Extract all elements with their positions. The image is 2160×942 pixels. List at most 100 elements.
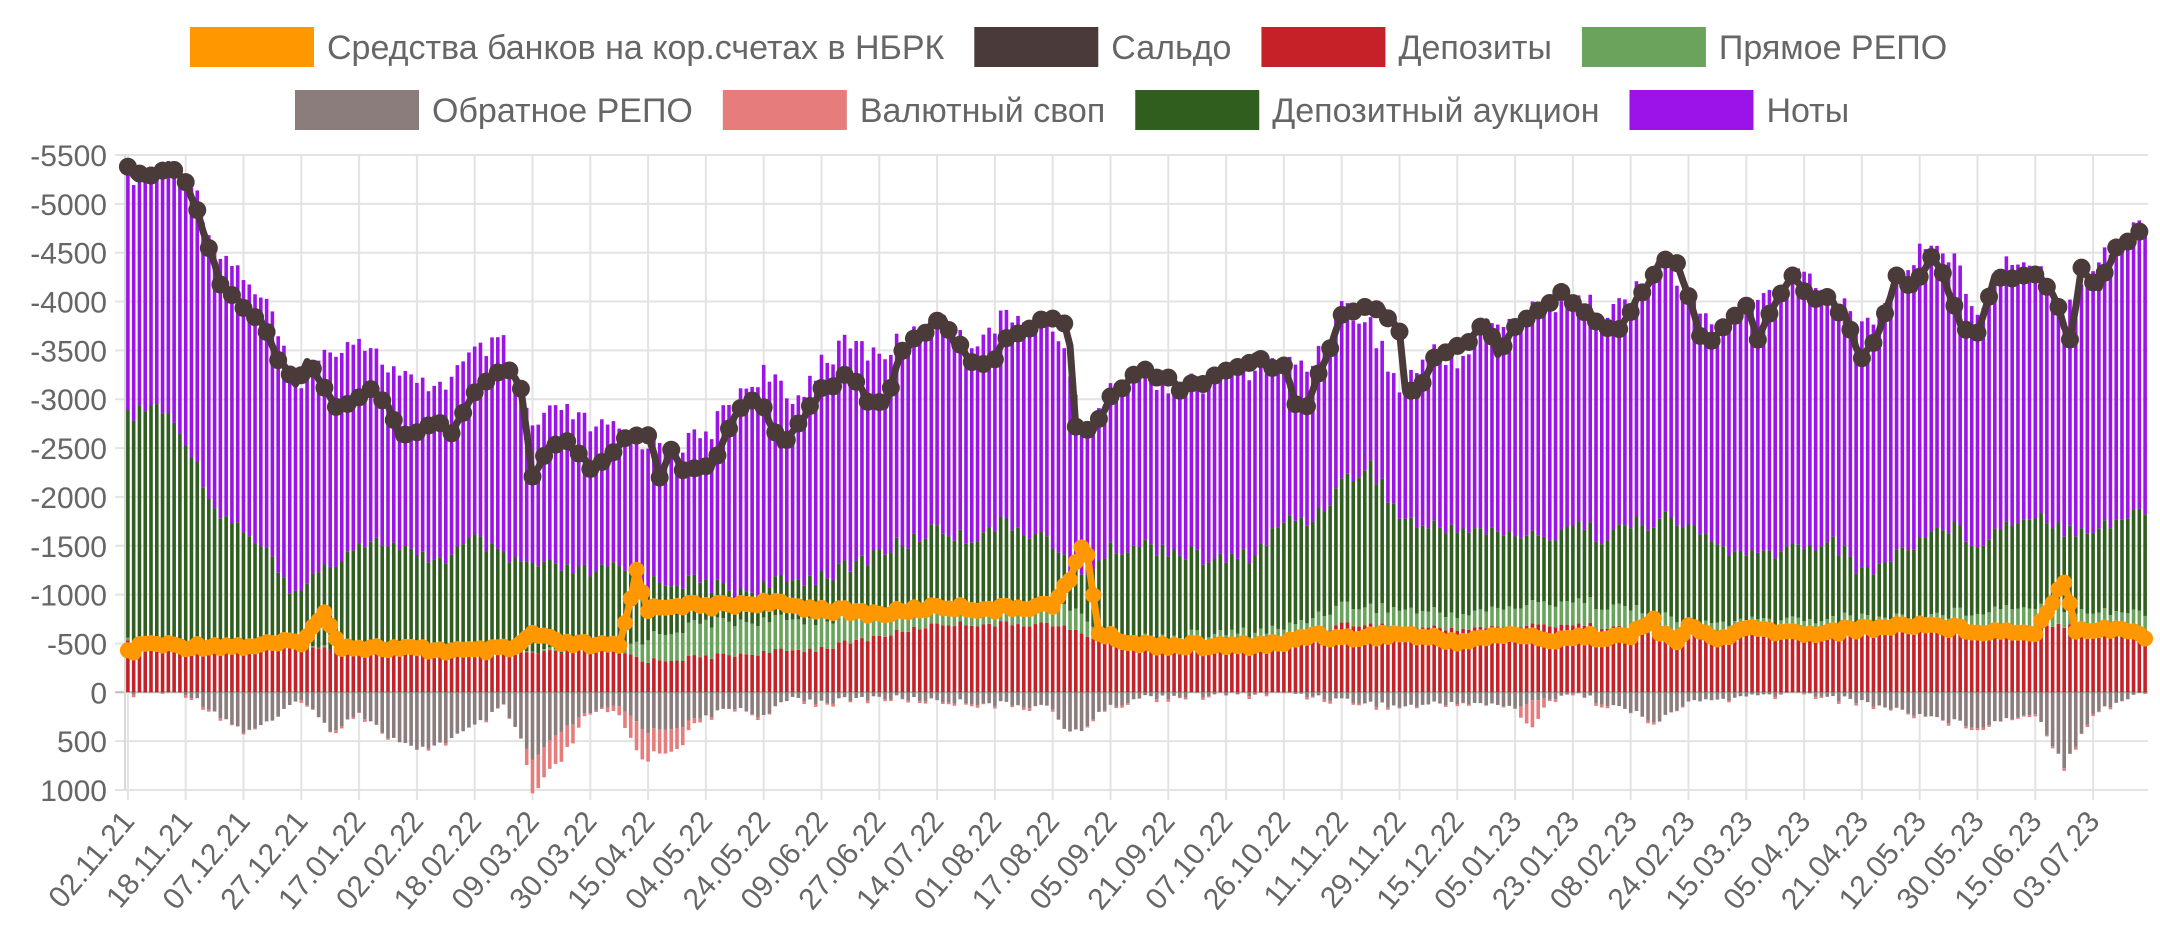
bar	[501, 692, 506, 705]
bar	[571, 692, 575, 725]
bar	[1738, 630, 1743, 693]
bar	[692, 655, 697, 693]
bar	[1495, 607, 1500, 627]
bar	[1045, 692, 1049, 706]
bar	[941, 702, 945, 704]
bar	[1085, 726, 1090, 728]
bar	[628, 643, 633, 655]
bar	[548, 692, 552, 741]
bar	[617, 428, 621, 567]
bar	[1617, 625, 1621, 693]
data-point	[1679, 287, 1698, 306]
bar	[1946, 262, 1951, 534]
bar	[2045, 692, 2049, 735]
bar	[1062, 692, 1067, 729]
bar	[1871, 574, 1876, 622]
bar	[709, 658, 714, 693]
bar	[761, 692, 766, 716]
bar	[1663, 692, 1668, 715]
bar	[704, 655, 708, 693]
bar	[1079, 633, 1084, 693]
bar	[270, 692, 275, 721]
bar	[1715, 632, 1720, 693]
bar	[2108, 629, 2113, 693]
bar	[241, 532, 246, 649]
bar	[2050, 692, 2055, 747]
bar	[1368, 623, 1373, 693]
bar	[1472, 528, 1477, 611]
data-point	[2049, 297, 2068, 316]
bar	[1704, 533, 1708, 621]
bar	[1091, 692, 1095, 720]
bar	[842, 692, 847, 698]
bar	[917, 338, 922, 542]
bar	[2016, 264, 2020, 524]
bar	[1316, 611, 1321, 631]
bar	[923, 614, 928, 629]
bar	[1599, 544, 1604, 610]
bar	[548, 740, 552, 769]
bar	[987, 527, 991, 608]
bar	[744, 654, 749, 693]
bar	[675, 727, 679, 749]
bar	[1085, 636, 1090, 693]
bar	[1363, 703, 1367, 704]
bar	[1131, 377, 1136, 546]
bar	[1877, 563, 1882, 617]
bar	[1212, 558, 1217, 634]
bar	[496, 692, 500, 709]
bar	[501, 552, 506, 648]
bar	[1062, 625, 1067, 693]
bar	[686, 622, 691, 657]
bar	[1154, 555, 1159, 643]
bar	[235, 692, 240, 727]
bar	[1339, 478, 1344, 602]
bar	[1258, 362, 1263, 544]
bar	[1380, 623, 1384, 693]
bar	[1282, 366, 1286, 523]
bar	[946, 536, 951, 613]
bar	[686, 720, 691, 731]
bar	[1137, 692, 1142, 698]
bar	[964, 610, 968, 626]
bar	[409, 692, 413, 746]
bar	[1553, 627, 1558, 693]
bar	[588, 576, 593, 654]
bar	[2073, 746, 2078, 750]
bar	[1605, 609, 1610, 629]
bar	[576, 692, 581, 718]
bar	[1571, 525, 1575, 603]
bar	[1987, 295, 1991, 540]
bar	[1334, 605, 1338, 626]
bar	[1727, 633, 1731, 693]
bar	[1328, 505, 1332, 615]
bar	[178, 645, 182, 693]
bar	[322, 645, 327, 648]
bar	[259, 546, 263, 647]
data-point	[1309, 364, 1328, 383]
bar	[917, 541, 922, 615]
bar	[1582, 697, 1587, 698]
data-point	[2072, 258, 2091, 277]
bar	[871, 636, 876, 693]
bar	[253, 692, 257, 729]
bar	[576, 650, 581, 693]
bar	[2143, 693, 2147, 695]
bar	[1374, 628, 1379, 693]
bar	[1490, 625, 1494, 693]
bar	[1068, 376, 1072, 572]
bar	[1426, 611, 1431, 628]
bar	[1756, 552, 1760, 620]
bar	[2125, 692, 2130, 700]
bar	[339, 692, 344, 727]
bar	[1495, 626, 1500, 693]
bar	[1617, 298, 1621, 525]
bar	[698, 623, 702, 658]
bar	[2085, 533, 2090, 614]
bar	[785, 398, 789, 583]
bar	[790, 403, 795, 581]
bar	[1137, 644, 1142, 693]
bar	[1727, 555, 1731, 626]
data-point	[1818, 288, 1837, 307]
bar	[565, 692, 569, 726]
